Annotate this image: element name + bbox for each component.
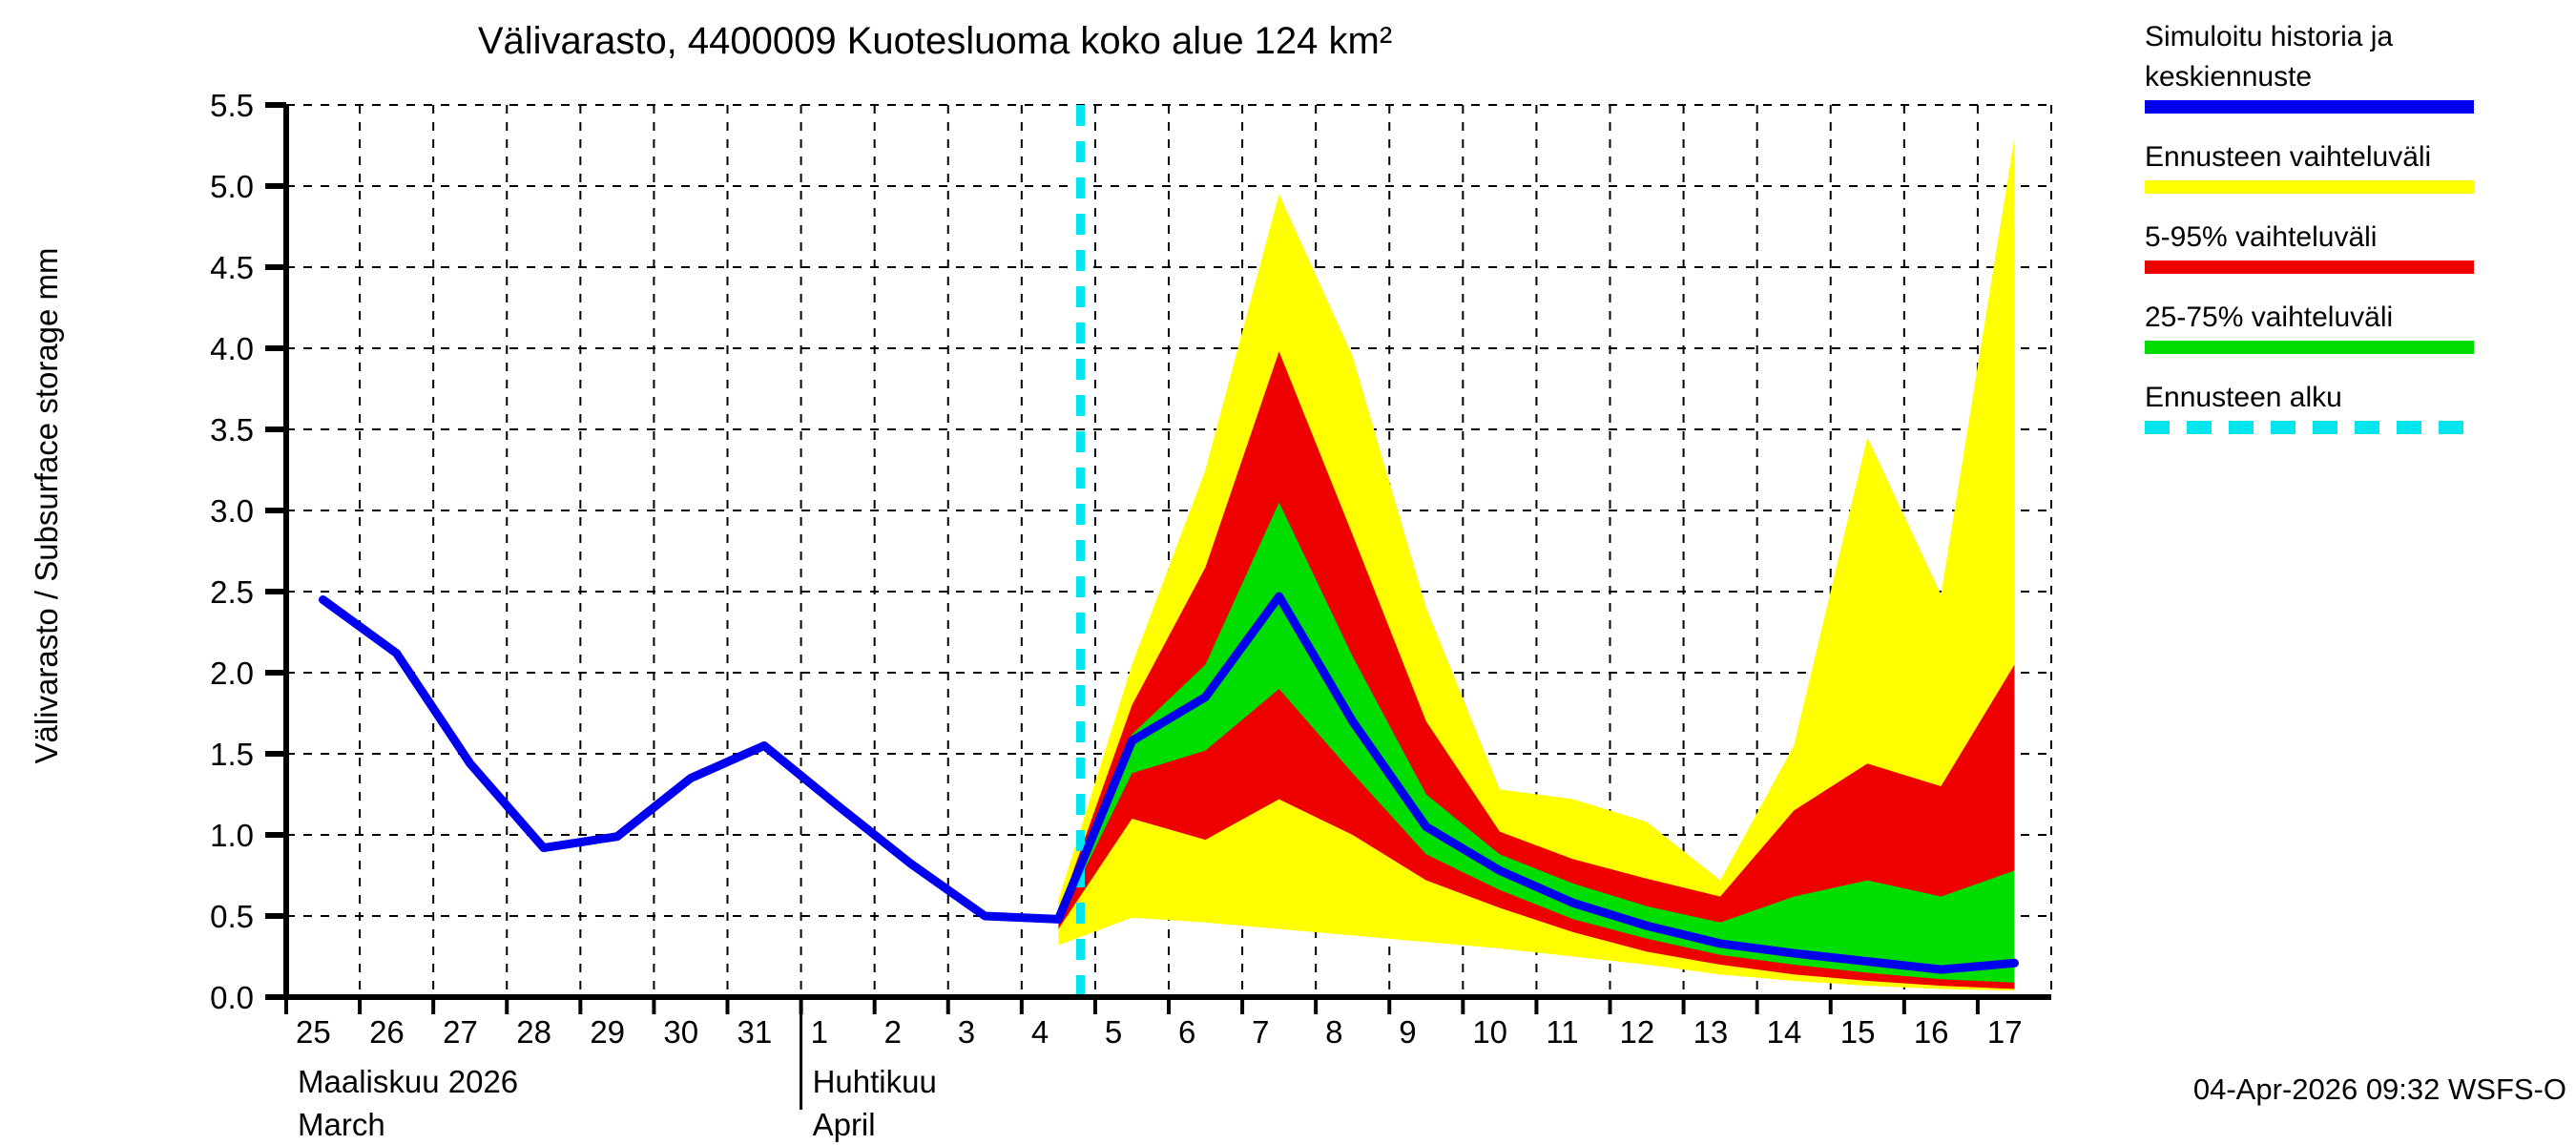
y-tick-label: 5.5 bbox=[210, 88, 254, 123]
y-tick-label: 1.5 bbox=[210, 737, 254, 772]
x-tick-label: 28 bbox=[516, 1014, 551, 1050]
legend-forecast-start[interactable]: Ennusteen alku bbox=[2145, 382, 2474, 434]
y-tick-label: 1.0 bbox=[210, 818, 254, 853]
x-tick-label: 7 bbox=[1252, 1014, 1269, 1050]
x-axis-ticks: 25 26 27 28 29 30 31 1 2 3 4 5 6 7 8 9 10 11 12 13 14 15 16 17 bbox=[284, 997, 2023, 1050]
legend-range[interactable]: Ennusteen vaihteluväli bbox=[2145, 141, 2474, 194]
y-tick-label: 2.0 bbox=[210, 656, 254, 691]
legend-p25-75[interactable]: 25-75% vaihteluväli bbox=[2145, 302, 2474, 354]
x-tick-label: 16 bbox=[1914, 1014, 1949, 1050]
x-tick-label: 26 bbox=[369, 1014, 405, 1050]
x-tick-label: 11 bbox=[1546, 1014, 1578, 1050]
x-tick-label: 5 bbox=[1105, 1014, 1122, 1050]
legend-mean-label: keskiennuste bbox=[2145, 61, 2312, 93]
page-title: Välivarasto, 4400009 Kuotesluoma koko al… bbox=[478, 20, 1392, 62]
legend-p5-95[interactable]: 5-95% vaihteluväli bbox=[2145, 221, 2474, 274]
y-tick-label: 2.5 bbox=[210, 574, 254, 610]
x-tick-label: 25 bbox=[296, 1014, 331, 1050]
footer-timestamp: 04-Apr-2026 09:32 WSFS-O bbox=[2193, 1072, 2566, 1106]
month-labels: Maaliskuu 2026 March Huhtikuu April bbox=[298, 1005, 937, 1142]
y-tick-label: 4.0 bbox=[210, 331, 254, 366]
month-label-fi: Maaliskuu 2026 bbox=[298, 1064, 518, 1099]
mean-line bbox=[319, 592, 2019, 974]
x-tick-label: 31 bbox=[737, 1014, 773, 1050]
x-tick-label: 2 bbox=[884, 1014, 902, 1050]
x-tick-label: 30 bbox=[663, 1014, 698, 1050]
legend-range-label: Ennusteen vaihteluväli bbox=[2145, 141, 2431, 173]
x-tick-label: 6 bbox=[1178, 1014, 1195, 1050]
y-tick-label: 0.0 bbox=[210, 980, 254, 1015]
x-tick-label: 13 bbox=[1693, 1014, 1729, 1050]
x-tick-label: 12 bbox=[1620, 1014, 1655, 1050]
legend: Simuloitu historia ja keskiennuste Ennuste… bbox=[2145, 21, 2474, 434]
y-tick-label: 3.5 bbox=[210, 412, 254, 448]
x-tick-label: 15 bbox=[1840, 1014, 1876, 1050]
x-tick-label: 1 bbox=[811, 1014, 828, 1050]
y-axis-ticks: 0.0 0.5 1.0 1.5 2.0 2.5 3.0 3.5 4.0 4.5 5.0 5.5 bbox=[210, 88, 286, 1015]
month-label-en: March bbox=[298, 1107, 385, 1142]
y-tick-label: 3.0 bbox=[210, 493, 254, 529]
y-tick-label: 5.0 bbox=[210, 169, 254, 204]
x-tick-label: 4 bbox=[1031, 1014, 1049, 1050]
x-tick-label: 10 bbox=[1472, 1014, 1507, 1050]
x-tick-label: 17 bbox=[1987, 1014, 2023, 1050]
y-tick-label: 4.5 bbox=[210, 250, 254, 285]
legend-mean[interactable]: Simuloitu historia ja keskiennuste bbox=[2145, 21, 2474, 114]
month-label-en: April bbox=[813, 1107, 876, 1142]
x-tick-label: 3 bbox=[958, 1014, 975, 1050]
y-axis-label: Välivarasto / Subsurface storage mm bbox=[29, 247, 64, 763]
x-tick-label: 27 bbox=[443, 1014, 478, 1050]
legend-mean-label: Simuloitu historia ja bbox=[2145, 21, 2393, 52]
month-label-fi: Huhtikuu bbox=[813, 1064, 937, 1099]
x-tick-label: 14 bbox=[1767, 1014, 1802, 1050]
legend-forecast-start-label: Ennusteen alku bbox=[2145, 382, 2342, 413]
legend-p5-95-label: 5-95% vaihteluväli bbox=[2145, 221, 2377, 253]
legend-p25-75-label: 25-75% vaihteluväli bbox=[2145, 302, 2393, 333]
x-tick-label: 9 bbox=[1399, 1014, 1416, 1050]
x-tick-label: 8 bbox=[1325, 1014, 1342, 1050]
x-tick-label: 29 bbox=[590, 1014, 625, 1050]
y-tick-label: 0.5 bbox=[210, 899, 254, 934]
